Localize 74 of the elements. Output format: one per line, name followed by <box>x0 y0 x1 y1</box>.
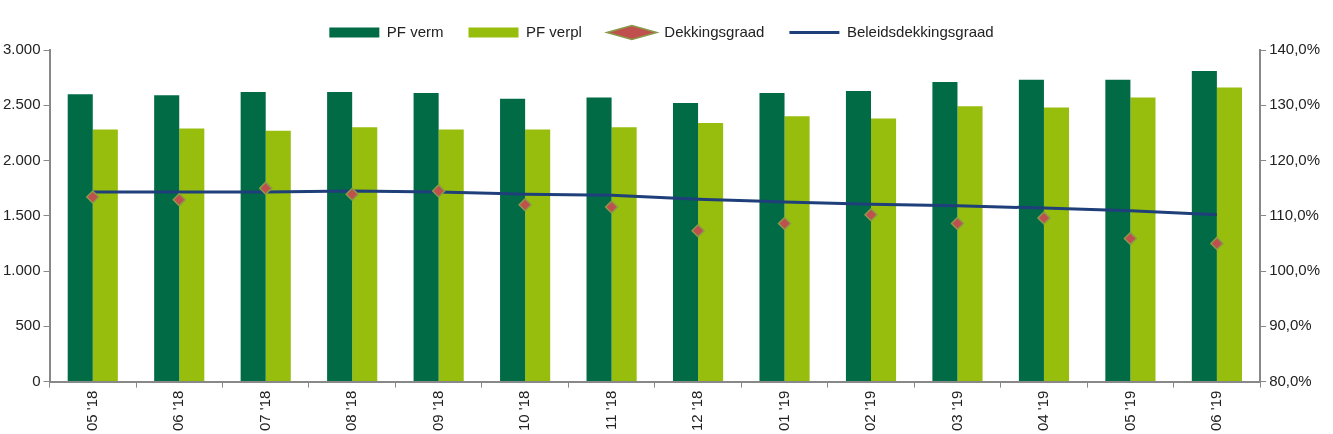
y2-tick-label: 80,0% <box>1269 371 1312 389</box>
bar <box>759 93 785 382</box>
legend-label: Dekkingsgraad <box>664 22 765 40</box>
x-tick-label: 04 '19 <box>1034 390 1052 432</box>
legend-label: PF verpl <box>526 22 582 40</box>
point <box>1210 236 1224 251</box>
bar <box>957 106 983 382</box>
y2-tick-label: 110,0% <box>1269 205 1319 223</box>
y-tick-label: 2.000 <box>2 150 41 168</box>
x-tick-label: 05 '19 <box>1120 390 1138 432</box>
bar <box>327 92 353 382</box>
x-tick-label: 02 '19 <box>861 390 879 432</box>
bar <box>1216 87 1242 382</box>
y-tick-label: 2.500 <box>2 95 41 113</box>
x-tick-label: 05 '18 <box>82 390 100 432</box>
point <box>1123 231 1138 246</box>
point <box>777 216 792 231</box>
y-tick-label: 1.500 <box>2 205 41 223</box>
bar <box>586 97 612 382</box>
point <box>345 187 359 201</box>
bar <box>845 90 872 382</box>
legend-label: PF verm <box>386 22 444 40</box>
bar <box>1130 97 1156 382</box>
bar <box>413 93 439 382</box>
bar <box>154 95 180 382</box>
bar <box>932 82 958 382</box>
x-tick-label: 06 '18 <box>169 390 187 432</box>
bar <box>1191 71 1217 382</box>
point <box>86 190 100 204</box>
point <box>691 223 705 238</box>
y2-tick-label: 90,0% <box>1269 316 1312 334</box>
x-tick-label: 11 '18 <box>601 390 619 430</box>
bar <box>179 128 205 382</box>
bar <box>698 122 724 382</box>
y2-tick-label: 130,0% <box>1269 95 1320 113</box>
bar <box>92 129 118 382</box>
legend-label: Beleidsdekkingsgraad <box>846 22 994 40</box>
bar <box>1018 79 1044 382</box>
point <box>258 181 273 195</box>
bar <box>352 127 378 382</box>
bar <box>672 103 699 382</box>
y-tick-label: 0 <box>32 371 41 389</box>
bar <box>265 130 291 382</box>
point <box>864 207 878 222</box>
bar <box>871 118 897 382</box>
bar <box>784 116 810 382</box>
x-tick-label: 12 '18 <box>688 390 706 432</box>
bar <box>240 92 266 382</box>
bar <box>500 98 526 382</box>
bar <box>438 129 464 382</box>
bar <box>525 129 551 382</box>
x-tick-label: 01 '19 <box>774 390 792 432</box>
y-tick-label: 1.000 <box>2 261 41 279</box>
x-tick-label: 09 '18 <box>428 390 446 432</box>
point <box>1037 211 1051 225</box>
y-tick-label: 500 <box>15 316 41 334</box>
x-tick-label: 10 '18 <box>515 390 533 432</box>
bar <box>67 94 93 382</box>
y2-tick-label: 100,0% <box>1269 261 1320 279</box>
x-tick-label: 07 '18 <box>255 390 273 432</box>
point <box>431 184 446 198</box>
bar <box>611 127 637 382</box>
bar <box>1105 79 1131 382</box>
point <box>604 200 619 214</box>
point <box>518 198 532 212</box>
x-tick-label: 03 '19 <box>947 390 965 432</box>
y2-tick-label: 140,0% <box>1269 40 1320 58</box>
y2-tick-label: 120,0% <box>1269 150 1320 168</box>
point <box>172 193 186 207</box>
y-tick-label: 3.000 <box>2 40 41 58</box>
bar <box>1043 107 1070 382</box>
x-tick-label: 08 '18 <box>342 390 360 432</box>
x-tick-label: 06 '19 <box>1207 390 1225 432</box>
point <box>950 216 965 231</box>
